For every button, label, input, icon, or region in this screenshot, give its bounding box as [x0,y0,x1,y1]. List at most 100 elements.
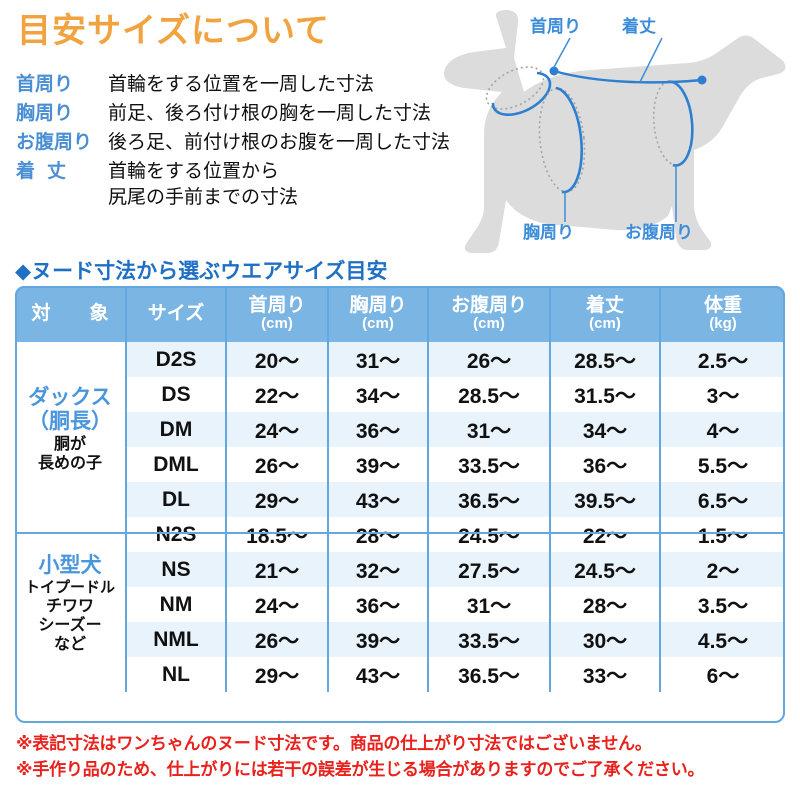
column-header-belly-unit: (cm) [473,315,505,333]
table-row: 小型犬 トイプードル チワワ シーズー など N2S 18.5〜 28〜 24.5〜 22〜 1.5… [15,517,785,692]
cell-size: NL [127,657,227,692]
cell-belly: 33.5〜 [429,622,551,657]
diagram-label-neck: 首周り [530,17,581,36]
size-table: 対 象 サイズ 首周り (cm) 胸周り (cm) お腹周り (cm) [15,286,785,692]
cell-neck: 24〜 [227,587,329,622]
cell-neck: 29〜 [227,657,329,692]
cell-belly: 28.5〜 [429,377,551,412]
column-header-neck-label: 首周り [248,294,306,316]
cell-belly: 36.5〜 [429,657,551,692]
cell-weight: 3〜 [706,384,740,408]
cell-length: 30〜 [551,622,661,657]
column-header-weight-label: 体重 [703,294,742,316]
leader-lines [552,37,677,222]
cell-chest: 43〜 [329,657,429,692]
cell-chest: 32〜 [329,552,429,587]
cell-size: NML [127,622,227,657]
group-title: ダックス [28,385,112,409]
diagram-label-belly: お腹周り [625,223,693,242]
description-text: 首輪をする位置を一周した寸法 [108,74,375,95]
cell-length: 34〜 [551,412,661,447]
cell-belly: 27.5〜 [429,552,551,587]
cell-neck: 18.5〜 [227,517,329,552]
cell-weight: 2〜 [661,552,785,587]
cell-size: NM [127,587,227,622]
cell-size: DML [127,447,227,482]
cell-belly: 33.5〜 [429,447,551,482]
footnote-1: ※表記寸法はワンちゃんのヌード寸法です。商品の仕上がり寸法ではございません。 [16,734,652,753]
cell-weight: 5.5〜 [697,454,749,478]
group-label-cell: ダックス （胴長） 胴が 長めの子 [15,342,127,517]
cell-chest: 39〜 [329,622,429,657]
column-header-neck-unit: (cm) [261,315,293,333]
table-row: NM 24〜 36〜 31〜 28〜 3.5〜 [15,587,785,622]
group-sub-line: 胴が [53,436,86,454]
cell-length: 36〜 [551,447,661,482]
table-row: DS 22〜 34〜 28.5〜 31.5〜 3〜 [15,377,785,412]
chest-measure-ellipse [538,86,586,194]
group-sub-line: など [53,636,86,654]
dog-measurement-diagram: 首周り 着丈 胸周り お腹周り [410,0,800,262]
column-header-belly: お腹周り (cm) [429,286,551,342]
diagram-label-chest: 胸周り [523,223,574,242]
cell-length: 22〜 [551,517,661,552]
cell-length: 31.5〜 [551,377,661,412]
cell-neck: 29〜 [227,482,329,517]
diagram-label-length: 着丈 [622,17,656,36]
cell-chest: 36〜 [329,412,429,447]
description-row: 着丈 首輪をする位置から 尻尾の手前までの寸法 [16,159,486,211]
column-header-chest: 胸周り (cm) [329,286,429,342]
description-text: 後ろ足、前付け根のお腹を一周した寸法 [108,132,451,153]
column-header-chest-unit: (cm) [362,315,394,333]
description-text-line2: 尻尾の手前までの寸法 [108,187,299,208]
column-header-length-label: 着丈 [585,294,624,316]
description-term: 着丈 [16,161,79,182]
section-heading: ◆ヌード寸法から選ぶウエアサイズ目安 [15,260,388,283]
cell-belly: 31〜 [429,412,551,447]
cell-belly: 31〜 [429,587,551,622]
cell-size: N2S [127,517,227,552]
cell-size: DM [127,412,227,447]
cell-weight: 4〜 [661,412,785,447]
cell-belly: 36.5〜 [429,482,551,517]
cell-size: DL [127,482,227,517]
cell-neck: 22〜 [227,377,329,412]
cell-chest: 36〜 [329,587,429,622]
page-title: 目安サイズについて [17,12,330,50]
cell-chest: 31〜 [329,342,429,377]
column-header-length: 着丈 (cm) [551,286,661,342]
length-measure-line [549,66,707,85]
table-body: ダックス （胴長） 胴が 長めの子 D2S 20〜 31〜 26〜 28.5〜 2.5〜 DS 22〜… [15,342,785,692]
cell-length: 28.5〜 [551,342,661,377]
belly-measure-ellipse [652,80,694,167]
column-header-target: 対 象 [15,286,127,342]
column-header-weight: 体重 (kg) [661,286,785,342]
column-header-chest-label: 胸周り [349,294,407,316]
measurement-descriptions: 首周り 首輪をする位置を一周した寸法 胸周り 前足、後ろ付け根の胸を一周した寸法… [16,72,486,214]
table-row: NS 21〜 32〜 27.5〜 24.5〜 2〜 [15,552,785,587]
dog-silhouette-svg [443,10,786,253]
table-row: DM 24〜 36〜 31〜 34〜 4〜 [15,412,785,447]
group-sub-line: チワワ [45,598,94,616]
cell-weight: 4.5〜 [661,622,785,657]
group-label-cell: 小型犬 トイプードル チワワ シーズー など [15,517,127,692]
column-header-neck: 首周り (cm) [227,286,329,342]
cell-length: 39.5〜 [551,482,661,517]
cell-weight: 2.5〜 [661,342,785,377]
cell-neck: 21〜 [227,552,329,587]
cell-length: 24.5〜 [551,552,661,587]
table-row: DML 26〜 39〜 33.5〜 36〜 5.5〜 [15,447,785,482]
cell-weight: 3.5〜 [697,594,749,618]
cell-chest: 39〜 [329,447,429,482]
dog-body-shape [443,10,786,253]
description-row: お腹周り 後ろ足、前付け根のお腹を一周した寸法 [16,130,486,156]
group-divider [15,532,785,534]
description-term: 首周り [16,74,74,95]
cell-weight: 1.5〜 [697,524,749,548]
cell-size: NS [127,552,227,587]
cell-size: DS [127,377,227,412]
cell-weight: 6〜 [706,664,740,688]
cell-chest: 43〜 [329,482,429,517]
description-text: 首輪をする位置から 尻尾の手前までの寸法 [108,159,298,211]
